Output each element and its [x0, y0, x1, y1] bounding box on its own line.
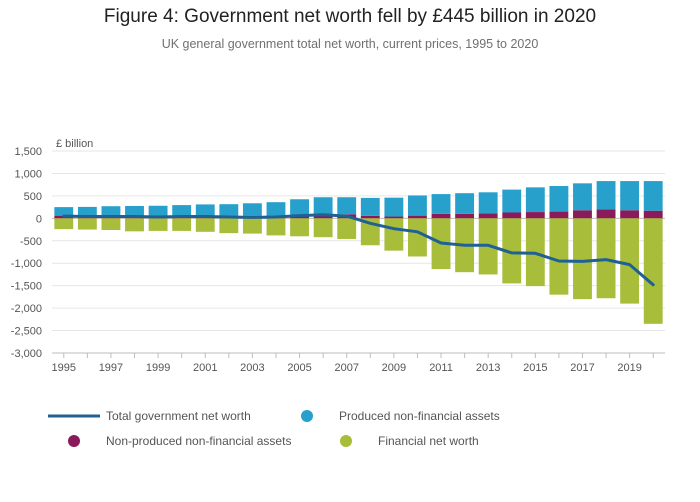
series-line [62, 213, 655, 287]
x-tick-label: 2009 [382, 362, 406, 374]
bar-segment [431, 213, 451, 219]
y-tick-label: -1,000 [11, 258, 42, 270]
bar-segment [502, 218, 522, 284]
bar-segment [502, 189, 522, 213]
bar-segment [77, 218, 97, 230]
bar-segment [242, 218, 262, 234]
x-tick-label: 1995 [52, 362, 76, 374]
bar-segment [455, 193, 475, 214]
bar-segment [573, 183, 592, 211]
bar-segment [478, 213, 498, 219]
bar-segment [549, 218, 569, 295]
bar-segment [148, 218, 168, 231]
x-tick-label: 2007 [334, 362, 358, 374]
bar-segment [408, 195, 427, 216]
bar-segment [125, 205, 144, 216]
legend-dot-marker [340, 435, 352, 447]
bar-segment [455, 213, 475, 219]
bar-segment [620, 181, 640, 211]
bar-segment [596, 181, 616, 210]
net-worth-line [62, 213, 655, 287]
bar-segment [172, 218, 192, 231]
bar-segment [620, 218, 640, 304]
x-tick-label: 2001 [193, 362, 217, 374]
bar-segment [337, 218, 357, 239]
y-tick-label: -500 [20, 236, 42, 248]
y-tick-label: 0 [36, 213, 42, 225]
bar-segment [620, 210, 640, 219]
x-tick-label: 1997 [99, 362, 123, 374]
y-tick-label: 1,000 [14, 168, 42, 180]
bar-segment [313, 218, 333, 238]
bar-segment [478, 192, 498, 214]
y-axis-unit-label: £ billion [56, 138, 93, 150]
legend-label: Total government net worth [106, 409, 251, 423]
legend-dot-marker [301, 410, 313, 422]
bar-segment [643, 218, 663, 324]
bar-segment [573, 210, 592, 219]
bar-segment [54, 207, 74, 216]
bar-segment [242, 203, 262, 216]
bar-segment [360, 197, 380, 216]
x-tick-label: 2003 [240, 362, 264, 374]
bar-segment [549, 186, 569, 212]
x-tick-label: 2011 [429, 362, 453, 374]
y-tick-label: -2,500 [11, 326, 42, 338]
bar-segment [337, 197, 357, 215]
bar-segment [219, 218, 239, 234]
bar-segment [525, 212, 545, 219]
bar-segment [125, 218, 144, 232]
x-tick-label: 2015 [523, 362, 547, 374]
bar-segment [643, 181, 663, 211]
bar-segment [431, 194, 451, 214]
y-tick-label: 500 [24, 191, 42, 203]
bar-segment [360, 215, 380, 219]
bar-segment [290, 199, 309, 216]
bar-segment [266, 218, 286, 236]
bar-segment [408, 215, 427, 219]
bar-segment [549, 211, 569, 219]
legend: Total government net worth Produced non-f… [48, 409, 500, 448]
bar-segment [502, 212, 522, 219]
y-tick-label: -3,000 [11, 348, 42, 360]
x-tick-label: 2005 [287, 362, 311, 374]
x-tick-label: 2013 [476, 362, 500, 374]
x-tick-label: 2019 [617, 362, 641, 374]
y-tick-label: -1,500 [11, 281, 42, 293]
x-tick-label: 2017 [570, 362, 594, 374]
bar-segment [573, 218, 592, 300]
legend-label: Produced non-financial assets [339, 409, 500, 423]
bar-segment [313, 214, 333, 219]
bar-segment [219, 204, 239, 216]
bar-segment [525, 187, 545, 213]
bar-segment [384, 197, 404, 217]
bar-segment [290, 218, 309, 237]
legend-label: Financial net worth [378, 434, 479, 448]
legend-label: Non-produced non-financial assets [106, 434, 291, 448]
bar-segment [643, 210, 663, 219]
bars [54, 181, 663, 324]
bar-segment [596, 209, 616, 219]
bar-segment [384, 218, 404, 251]
x-tick-label: 1999 [146, 362, 170, 374]
bar-segment [266, 202, 286, 216]
bar-segment [101, 206, 121, 216]
chart-subtitle: UK general government total net worth, c… [161, 37, 539, 51]
axes: 1,500 1,000 500 0 -500 -1,000 -1,500 -2,000 -2,5… [11, 146, 665, 374]
bar-segment [148, 205, 168, 217]
bar-segment [101, 218, 121, 231]
bar-segment [77, 206, 97, 216]
bar-segment [313, 197, 333, 215]
bar-segment [54, 218, 74, 230]
bar-segment [172, 205, 192, 216]
y-tick-label: 1,500 [14, 146, 42, 158]
chart-title: Figure 4: Government net worth fell by £… [103, 6, 597, 27]
y-tick-label: -2,000 [11, 303, 42, 315]
bar-segment [408, 218, 427, 257]
bar-segment [384, 216, 404, 219]
legend-dot-marker [68, 435, 80, 447]
bar-segment [195, 204, 215, 216]
bar-segment [195, 218, 215, 232]
